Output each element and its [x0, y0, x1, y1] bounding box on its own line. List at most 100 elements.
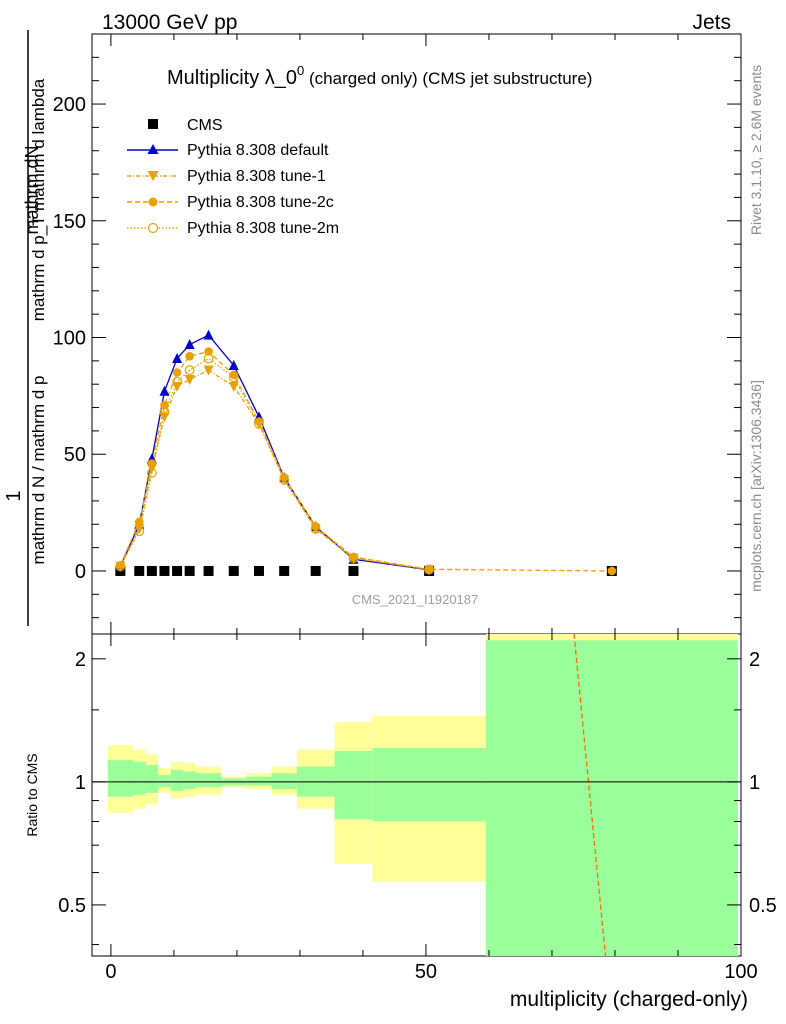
category-label: Jets	[692, 11, 731, 34]
data-point-tune2m	[203, 353, 214, 364]
ratio-y-tick-label-right: 2	[749, 649, 760, 671]
data-point-tune1	[134, 524, 145, 535]
legend-marker-cms	[148, 119, 158, 129]
data-point-tune2m	[115, 561, 126, 572]
ratio-line-tune2c	[573, 633, 607, 957]
data-point-tune2m	[228, 372, 239, 383]
main-y-tick-label: 100	[53, 328, 86, 350]
data-point-tune1	[159, 412, 170, 423]
chart-title-main: Multiplicity λ_0	[167, 67, 297, 89]
ratio-y-axis-label: Ratio to CMS	[24, 753, 40, 836]
data-point-tune2c	[229, 370, 239, 380]
legend-marker-tune2m	[147, 222, 159, 234]
main-y-ticks: 0 50 100 150 200	[53, 34, 742, 634]
main-y-tick-label: 0	[75, 561, 86, 583]
data-point-cms	[253, 565, 264, 576]
main-y-tick-label: 50	[64, 444, 86, 466]
ratio-x-ticks: 0 50 100	[105, 634, 758, 983]
data-point-tune1	[172, 382, 183, 393]
main-y-tick-label: 150	[53, 211, 86, 233]
data-point-cms	[184, 565, 195, 576]
ratio-y-tick-label: 0.5	[58, 895, 86, 917]
mcplots-label: mcplots.cern.ch [arXiv:1306.3436]	[748, 380, 764, 592]
series-line	[119, 334, 430, 571]
chart-title: Multiplicity λ_00 (charged only) (CMS je…	[167, 63, 592, 89]
ratio-band-inner	[372, 748, 486, 822]
ratio-y-ticks: 0.5 0.5 1 1 2 2	[58, 649, 777, 946]
chart-title-sup: 0	[297, 63, 304, 78]
data-point-tune1	[203, 365, 214, 376]
series-line	[119, 350, 612, 572]
rivet-label: Rivet 3.1.10, ≥ 2.6M events	[748, 65, 764, 235]
data-point-tune2c	[134, 517, 144, 527]
data-point-cms	[172, 565, 183, 576]
ratio-band-inner	[132, 761, 146, 795]
data-point-default	[228, 360, 239, 371]
chart-title-rest: (charged only) (CMS jet substructure)	[304, 69, 592, 88]
ratio-bands	[107, 634, 738, 956]
data-point-tune2c	[254, 417, 264, 426]
ratio-band-inner	[107, 760, 133, 797]
data-point-tune2m	[159, 407, 170, 418]
data-point-tune2m	[310, 524, 321, 534]
data-point-tune2c	[279, 473, 289, 482]
data-point-tune2c	[607, 566, 617, 576]
ratio-y-tick-label: 2	[75, 649, 86, 671]
legend-marker-tune2c	[148, 197, 158, 207]
ratio-band-inner	[485, 640, 738, 956]
data-point-cms	[159, 565, 170, 576]
data-point-tune2m	[424, 564, 435, 575]
legend-label-cms: CMS	[187, 117, 223, 134]
y-label-inner: mathrm d p_T mathrm d lambda	[29, 78, 48, 321]
legend: CMS Pythia 8.308 default Pythia 8.308 tu…	[127, 117, 339, 237]
data-point-tune2m	[254, 418, 264, 429]
data-point-tune2c	[311, 522, 320, 531]
y-label-numerator-one: 1	[3, 490, 25, 501]
data-point-default	[159, 385, 170, 396]
ratio-x-tick-label: 100	[724, 961, 757, 983]
data-point-tune2m	[146, 468, 157, 478]
series-line	[119, 357, 430, 571]
data-point-tune2c	[172, 368, 182, 377]
ratio-y-tick-label-right: 1	[749, 772, 760, 794]
legend-marker-default	[147, 144, 159, 154]
data-point-tune1	[228, 382, 239, 393]
data-point-cms	[134, 565, 145, 576]
x-axis-label: multiplicity (charged-only)	[510, 988, 748, 1011]
ratio-band-inner	[183, 771, 196, 790]
data-point-default	[172, 353, 183, 364]
main-y-axis-label: 1 mathrm dN mathrm d N / mathrm d p math…	[3, 30, 48, 626]
data-point-cms	[146, 565, 157, 576]
data-point-tune2c	[160, 400, 169, 410]
data-point-tune2c	[424, 565, 434, 574]
analysis-watermark: CMS_2021_I1920187	[352, 592, 479, 607]
ratio-lines	[573, 633, 607, 957]
data-point-cms	[228, 565, 239, 576]
data-point-default	[184, 339, 195, 350]
data-point-tune2m	[279, 475, 290, 485]
main-series	[115, 329, 617, 576]
ratio-y-tick-label-right: 0.5	[749, 895, 777, 917]
data-point-tune2m	[134, 526, 145, 537]
legend-label-tune2m: Pythia 8.308 tune-2m	[187, 220, 339, 237]
ratio-y-tick-label: 1	[75, 772, 86, 794]
data-point-tune2m	[348, 553, 359, 564]
data-point-tune1	[184, 375, 195, 386]
data-point-tune2c	[147, 459, 157, 468]
legend-label-default: Pythia 8.308 default	[187, 142, 329, 159]
ratio-band-inner	[145, 764, 159, 793]
ratio-band-inner	[271, 773, 297, 790]
ratio-x-tick-label: 50	[415, 961, 437, 983]
ratio-band-inner	[246, 776, 272, 786]
legend-label-tune2c: Pythia 8.308 tune-2c	[187, 194, 334, 211]
data-point-tune2m	[184, 365, 195, 376]
legend-label-tune1: Pythia 8.308 tune-1	[187, 168, 326, 185]
main-y-tick-label: 200	[53, 94, 86, 116]
ratio-x-tick-label: 0	[105, 961, 116, 983]
data-point-tune2m	[172, 376, 182, 387]
legend-marker-tune1	[147, 171, 159, 181]
data-point-cms	[310, 565, 321, 576]
ratio-band-inner	[195, 773, 222, 788]
data-point-cms	[279, 565, 290, 576]
